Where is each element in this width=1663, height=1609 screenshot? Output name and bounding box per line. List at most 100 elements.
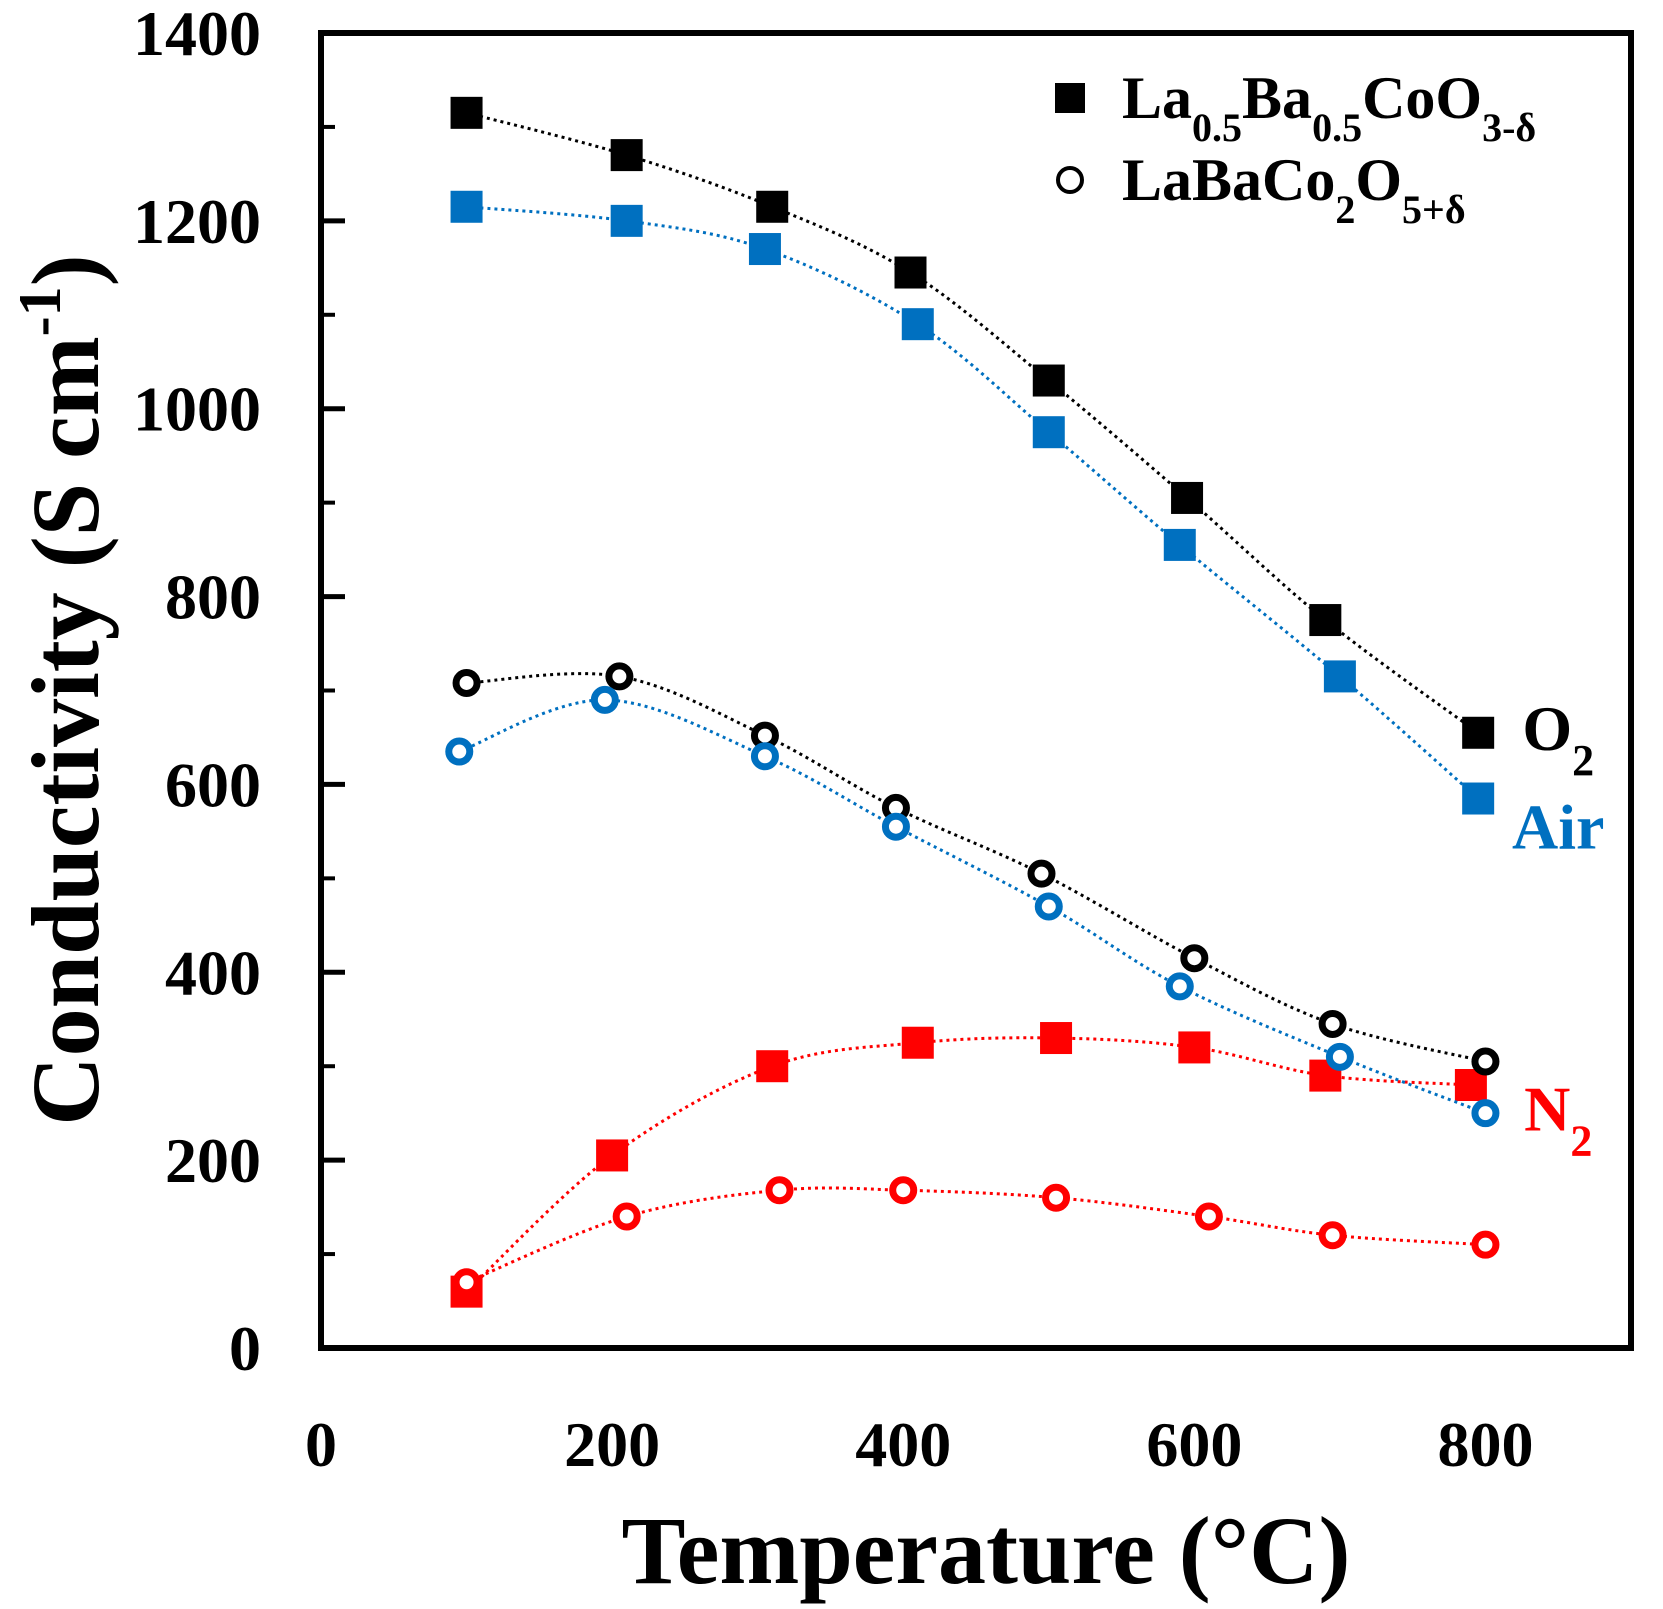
series-line <box>458 698 1486 1115</box>
legend-label-text: CoO <box>1362 65 1482 131</box>
y-axis-title-sup: -1 <box>7 286 73 336</box>
legend-label-text: Ba <box>1242 65 1312 131</box>
data-point-circle <box>612 1202 641 1231</box>
atmosphere-label-text: Air <box>1512 792 1604 863</box>
atmosphere-label-subscript: 2 <box>1572 736 1594 785</box>
series-labaco2o5-air <box>445 685 1500 1128</box>
x-tick-label: 800 <box>1437 1409 1533 1480</box>
data-point-circle <box>881 812 910 841</box>
data-point-square <box>610 204 643 237</box>
legend-marker-circle <box>1056 166 1084 194</box>
data-point-circle <box>445 737 474 766</box>
legend-label-subscript: 3-δ <box>1482 105 1536 150</box>
atmosphere-label-subscript: 2 <box>1570 1116 1592 1165</box>
data-point-square <box>756 190 789 223</box>
legend-label-text: La <box>1122 65 1192 131</box>
x-tick-label: 400 <box>855 1409 951 1480</box>
y-tick-label: 800 <box>165 562 261 633</box>
data-point-circle <box>1471 1047 1500 1076</box>
legend-label: LaBaCo2O5+δ <box>1122 147 1466 232</box>
legend-label-text: LaBaCo <box>1122 147 1335 213</box>
data-point-square <box>748 233 781 266</box>
data-point-circle <box>1318 1009 1347 1038</box>
data-point-circle <box>1318 1221 1347 1250</box>
legend-label-subscript: 5+δ <box>1402 187 1466 232</box>
data-point-square <box>1462 716 1495 749</box>
x-tick-label: 600 <box>1146 1409 1242 1480</box>
data-point-square <box>1178 1031 1211 1064</box>
data-point-circle <box>1180 944 1209 973</box>
series-line <box>466 205 1480 800</box>
y-tick-label: 1200 <box>133 186 261 257</box>
legend-label-subscript: 0.5 <box>1312 105 1362 150</box>
series-labaco2o5-n2 <box>452 1176 1500 1297</box>
data-point-square <box>610 139 643 172</box>
y-axis-title-group: Conductivity (S cm-1) <box>7 254 119 1125</box>
x-tick-label: 0 <box>305 1409 337 1480</box>
data-point-square <box>901 1026 934 1059</box>
data-point-square <box>894 256 927 289</box>
atmosphere-label-n2: N2 <box>1524 1073 1592 1165</box>
legend-label: La0.5Ba0.5CoO3-δ <box>1122 65 1536 150</box>
series-la0-5ba0-5coo3-air <box>450 190 1495 815</box>
atmosphere-label-text: N <box>1524 1073 1570 1144</box>
series-line <box>466 672 1486 1063</box>
series-la0-5ba0-5coo3-o2 <box>450 96 1495 749</box>
data-point-square <box>1040 1022 1073 1055</box>
y-axis-title: Conductivity (S cm-1) <box>7 254 119 1125</box>
y-tick-label: 200 <box>165 1125 261 1196</box>
data-point-square <box>1032 416 1065 449</box>
series-line <box>466 111 1480 734</box>
legend-label-text: O <box>1355 147 1402 213</box>
data-point-circle <box>765 1176 794 1205</box>
series-labaco2o5-o2 <box>452 662 1500 1076</box>
y-tick-label: 600 <box>165 749 261 820</box>
legend-label-subscript: 0.5 <box>1192 105 1242 150</box>
data-point-square <box>596 1139 629 1172</box>
data-point-square <box>1323 660 1356 693</box>
y-tick-label: 0 <box>229 1313 261 1384</box>
x-tick-label: 200 <box>564 1409 660 1480</box>
data-point-circle <box>605 662 634 691</box>
legend-marker-square <box>1055 83 1085 113</box>
y-axis-title-close: ) <box>12 254 119 286</box>
data-point-circle <box>750 742 779 771</box>
legend-entry: La0.5Ba0.5CoO3-δ <box>1055 65 1536 150</box>
x-axis-title: Temperature (°C) <box>622 1497 1351 1604</box>
data-point-square <box>1462 782 1495 815</box>
y-tick-label: 1400 <box>133 0 261 69</box>
data-point-circle <box>889 1176 918 1205</box>
data-point-circle <box>452 668 481 697</box>
series-layer <box>445 96 1500 1308</box>
data-point-circle <box>1471 1230 1500 1259</box>
data-point-square <box>1032 364 1065 397</box>
series-line <box>465 1036 1471 1293</box>
data-point-circle <box>1194 1202 1223 1231</box>
data-point-square <box>450 190 483 223</box>
axis-ticks: 0 200 400 600 800 1000 1200 1400 0 200 400 600 800 <box>133 0 1533 1480</box>
y-axis-title-main: Conductivity (S cm <box>12 336 119 1125</box>
data-point-square <box>756 1050 789 1083</box>
data-point-circle <box>1325 1042 1354 1071</box>
data-point-circle <box>1165 972 1194 1001</box>
y-tick-label: 1000 <box>133 374 261 445</box>
data-point-circle <box>1034 892 1063 921</box>
y-tick-label: 400 <box>165 937 261 1008</box>
data-point-circle <box>1471 1099 1500 1128</box>
data-point-square <box>450 96 483 129</box>
legend-entry: LaBaCo2O5+δ <box>1056 147 1466 232</box>
data-point-circle <box>590 685 619 714</box>
data-point-square <box>1163 528 1196 561</box>
data-point-circle <box>1027 859 1056 888</box>
atmosphere-label-text: O <box>1522 693 1572 764</box>
atmosphere-label-air: Air <box>1512 792 1604 863</box>
data-point-square <box>1309 604 1342 637</box>
data-point-square <box>1171 481 1204 514</box>
atmosphere-label-o2: O2 <box>1522 693 1594 785</box>
legend-label-subscript: 2 <box>1335 187 1355 232</box>
data-point-circle <box>1042 1183 1071 1212</box>
data-point-square <box>901 308 934 341</box>
